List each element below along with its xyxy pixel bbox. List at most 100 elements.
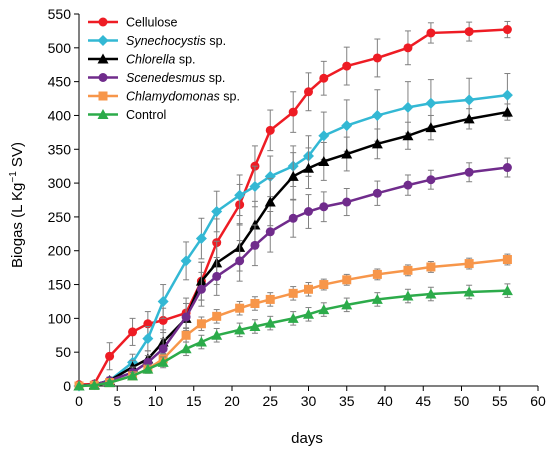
axes: 0 50 100 150 200 250 300 350 400 450 500 550 0 5 10 15 2… [48, 6, 546, 409]
legend-marker [97, 53, 109, 64]
data-point [464, 259, 474, 269]
x-tick-label: 55 [492, 393, 508, 409]
series-line [78, 93, 508, 388]
legend-label-rest: Cellulose [126, 16, 177, 30]
data-point [142, 363, 154, 374]
data-point [249, 180, 261, 192]
data-point [287, 170, 299, 181]
legend-label: Synechocystis sp. [126, 34, 226, 48]
y-tick-label: 200 [48, 243, 72, 259]
data-point [304, 87, 313, 97]
data-point [426, 28, 436, 38]
data-point [180, 255, 192, 267]
y-axis-title-main: Biogas (L Kg [9, 183, 26, 268]
legend-item-4: Chlamydomonas sp. [88, 90, 240, 104]
data-point [265, 227, 275, 237]
plot-area [73, 20, 513, 392]
data-point [425, 122, 437, 133]
y-tick-label: 550 [48, 6, 72, 22]
data-point [195, 233, 207, 245]
x-tick-label: 45 [415, 393, 431, 409]
data-point [73, 380, 85, 391]
data-point [341, 299, 353, 310]
data-point [212, 311, 222, 321]
data-point [157, 295, 169, 307]
data-point [402, 290, 414, 301]
legend-marker [98, 17, 108, 27]
data-point [288, 107, 298, 117]
data-point [319, 280, 329, 290]
data-point [426, 262, 436, 272]
data-point [235, 256, 245, 266]
data-point [265, 294, 275, 304]
y-tick-label: 50 [55, 344, 71, 360]
x-tick-label: 5 [113, 393, 121, 409]
data-point [127, 370, 139, 381]
legend-marker [97, 109, 109, 119]
data-point [128, 327, 138, 337]
legend-label-italic: Scenedesmus [126, 71, 205, 85]
legend-marker [98, 73, 108, 82]
legend-label-rest: sp. [206, 34, 226, 48]
data-point [212, 271, 222, 281]
data-point [196, 319, 206, 329]
legend-item-5: Control [88, 108, 166, 122]
x-tick-label: 20 [224, 393, 240, 409]
y-tick-label: 450 [48, 74, 72, 90]
legend-label-italic: Chlamydomonas [126, 90, 220, 104]
data-point [211, 329, 223, 340]
legend-label-rest: sp. [220, 90, 240, 104]
data-point [318, 130, 330, 142]
y-tick-label: 350 [48, 141, 72, 157]
data-point [234, 189, 246, 201]
x-tick-label: 10 [148, 393, 164, 409]
data-point [463, 94, 475, 106]
data-point [235, 303, 245, 313]
data-point [304, 284, 313, 294]
data-point [287, 312, 299, 323]
y-axis-title-unit: SV) [9, 142, 26, 171]
data-point [105, 351, 115, 361]
legend-label-rest: Control [126, 108, 166, 122]
data-point [501, 106, 513, 117]
data-point [195, 336, 207, 347]
x-tick-label: 30 [301, 393, 317, 409]
data-point [342, 197, 352, 207]
data-point [181, 330, 191, 340]
data-point [403, 43, 413, 53]
data-point [372, 188, 382, 198]
x-tick-label: 50 [454, 393, 470, 409]
data-point [425, 97, 437, 109]
y-axis-title-superscript: −1 [8, 171, 19, 183]
data-point [342, 275, 352, 285]
y-tick-label: 400 [48, 107, 72, 123]
legend-item-1: Synechocystis sp. [88, 34, 226, 48]
data-point [303, 308, 314, 319]
data-point [501, 285, 513, 296]
legend-label: Control [126, 108, 166, 122]
data-point [402, 101, 414, 113]
y-tick-label: 0 [63, 378, 71, 394]
data-point [264, 170, 276, 182]
data-point [180, 343, 192, 354]
legend-label-rest: sp. [205, 71, 225, 85]
data-point [88, 379, 100, 390]
data-point [288, 213, 298, 223]
x-tick-label: 40 [377, 393, 393, 409]
legend-label: Chlorella sp. [126, 53, 196, 67]
data-point [372, 269, 382, 279]
legend-marker [97, 35, 109, 46]
y-tick-label: 300 [48, 175, 72, 191]
y-tick-label: 500 [48, 40, 72, 56]
data-point [265, 125, 275, 135]
data-point [158, 344, 168, 354]
legend-label-italic: Chlorella [126, 53, 175, 67]
data-point [464, 27, 474, 37]
series-5 [73, 283, 513, 391]
legend-label-italic: Synechocystis [126, 34, 206, 48]
data-point [196, 284, 206, 294]
data-point [463, 286, 475, 297]
y-tick-label: 100 [48, 310, 72, 326]
data-point [501, 89, 513, 101]
